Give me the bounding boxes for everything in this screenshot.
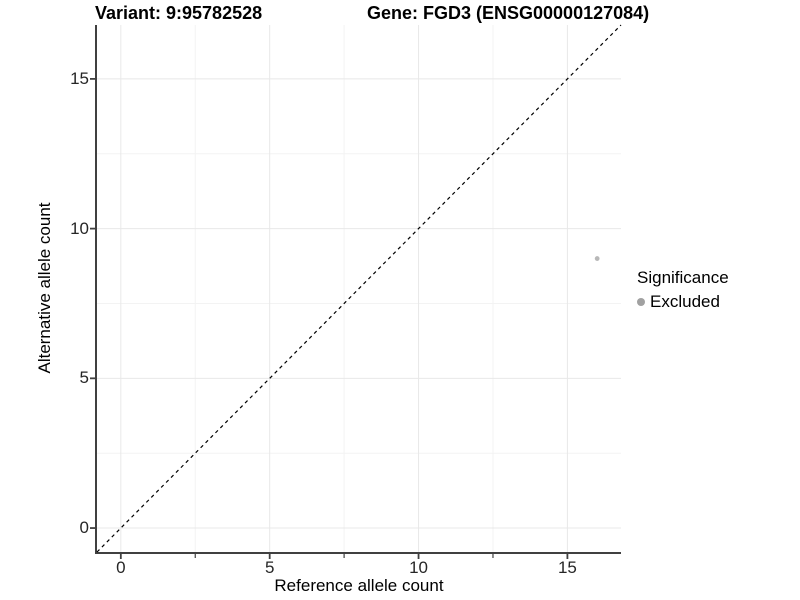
y-tick-label: 5	[79, 368, 89, 388]
legend-item-excluded: Excluded	[637, 292, 729, 312]
x-tick-label: 0	[116, 558, 126, 577]
legend-key-dot-icon	[637, 298, 645, 306]
x-tick-label: 15	[557, 558, 577, 577]
x-tick-label: 5	[264, 558, 275, 577]
gene-title: Gene: FGD3 (ENSG00000127084)	[367, 3, 650, 23]
legend: Significance Excluded	[637, 268, 729, 312]
y-tick-label: 15	[70, 68, 89, 88]
x-axis-title: Reference allele count	[274, 576, 444, 595]
data-point	[594, 256, 600, 261]
legend-item-label: Excluded	[650, 292, 720, 311]
y-tick-label: 0	[79, 518, 89, 538]
y-axis-title: Alternative allele count	[35, 202, 54, 374]
legend-title: Significance	[637, 268, 729, 287]
variant-title: Variant: 9:95782528	[95, 3, 263, 23]
identity-reference-line	[96, 24, 622, 553]
y-tick-label: 10	[70, 218, 89, 238]
x-tick-label: 10	[409, 558, 428, 577]
